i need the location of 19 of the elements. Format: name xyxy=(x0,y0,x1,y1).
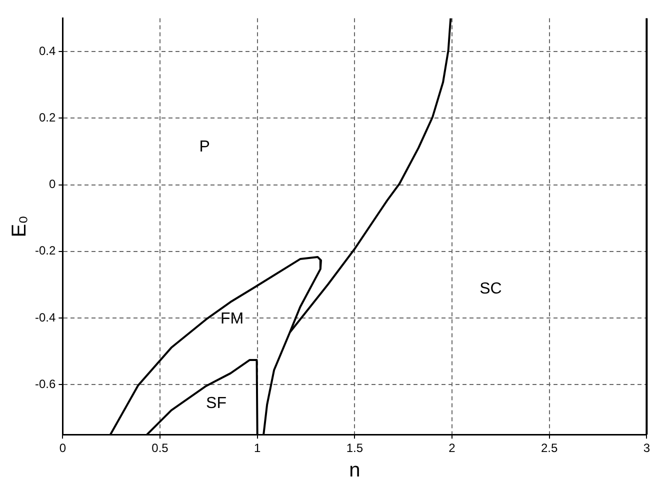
y-axis-title: E₀ xyxy=(8,216,31,238)
y-tick-label: -0.2 xyxy=(34,244,56,258)
y-tick-label: 0 xyxy=(48,177,56,192)
x-tick-label: 1 xyxy=(254,441,261,456)
annotation: SC xyxy=(480,280,502,298)
x-tick-label: 2.5 xyxy=(540,441,558,456)
annotation: P xyxy=(199,138,210,156)
x-tick-label: 0 xyxy=(59,441,66,456)
annotation: FM xyxy=(220,310,244,328)
x-tick-label: 0.5 xyxy=(152,441,169,456)
annotation: SF xyxy=(206,394,227,412)
y-tick-label: -0.4 xyxy=(34,310,56,324)
x-tick-label: 1.5 xyxy=(346,441,364,456)
y-tick-label: 0.2 xyxy=(38,110,56,124)
x-axis-title: n xyxy=(349,460,360,482)
x-tick-label: 2 xyxy=(448,441,456,456)
x-tick-label: 3 xyxy=(643,441,650,456)
y-tick-label: -0.6 xyxy=(34,376,56,391)
y-tick-label: 0.4 xyxy=(38,44,56,58)
